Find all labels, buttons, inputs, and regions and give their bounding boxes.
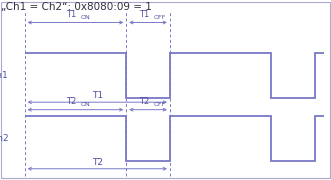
- Text: OFF: OFF: [153, 15, 166, 20]
- Text: T1: T1: [139, 10, 149, 19]
- Text: T1: T1: [66, 10, 76, 19]
- Text: T2: T2: [139, 97, 149, 106]
- Text: T2: T2: [66, 97, 76, 106]
- Text: T1: T1: [92, 91, 103, 100]
- Text: ON: ON: [81, 15, 90, 20]
- Text: OFF: OFF: [153, 102, 166, 107]
- Text: T2: T2: [92, 158, 103, 167]
- Text: Ch1: Ch1: [0, 71, 9, 80]
- Text: ON: ON: [81, 102, 90, 107]
- Text: Ch2: Ch2: [0, 134, 9, 143]
- Text: „Ch1 = Ch2“: 0x8080:09 = 1: „Ch1 = Ch2“: 0x8080:09 = 1: [1, 2, 152, 12]
